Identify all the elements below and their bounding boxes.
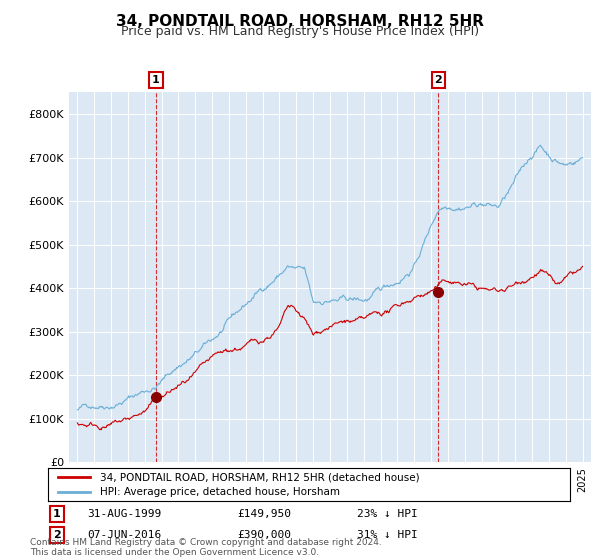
Text: 2: 2: [53, 530, 61, 540]
Text: £390,000: £390,000: [237, 530, 291, 540]
Text: 07-JUN-2016: 07-JUN-2016: [87, 530, 161, 540]
Text: £149,950: £149,950: [237, 509, 291, 519]
Text: 23% ↓ HPI: 23% ↓ HPI: [357, 509, 418, 519]
Text: HPI: Average price, detached house, Horsham: HPI: Average price, detached house, Hors…: [100, 487, 340, 497]
Text: 1: 1: [152, 75, 160, 85]
Text: 31-AUG-1999: 31-AUG-1999: [87, 509, 161, 519]
Text: 34, PONDTAIL ROAD, HORSHAM, RH12 5HR: 34, PONDTAIL ROAD, HORSHAM, RH12 5HR: [116, 14, 484, 29]
Text: Contains HM Land Registry data © Crown copyright and database right 2024.
This d: Contains HM Land Registry data © Crown c…: [30, 538, 382, 557]
Text: 31% ↓ HPI: 31% ↓ HPI: [357, 530, 418, 540]
Text: 34, PONDTAIL ROAD, HORSHAM, RH12 5HR (detached house): 34, PONDTAIL ROAD, HORSHAM, RH12 5HR (de…: [100, 472, 420, 482]
Text: 1: 1: [53, 509, 61, 519]
Text: 2: 2: [434, 75, 442, 85]
Text: Price paid vs. HM Land Registry's House Price Index (HPI): Price paid vs. HM Land Registry's House …: [121, 25, 479, 38]
